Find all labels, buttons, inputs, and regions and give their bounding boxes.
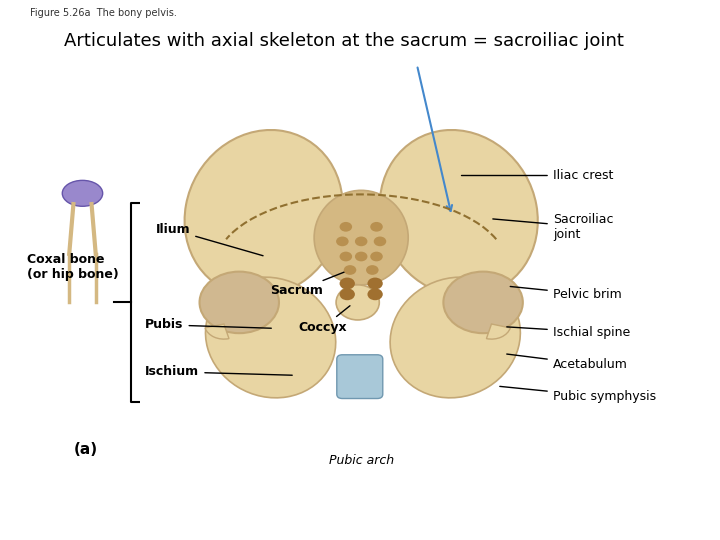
- Text: Ischial spine: Ischial spine: [507, 326, 630, 339]
- Circle shape: [367, 278, 383, 289]
- Text: Articulates with axial skeleton at the sacrum = sacroiliac joint: Articulates with axial skeleton at the s…: [64, 32, 624, 50]
- Ellipse shape: [184, 130, 343, 296]
- Text: Pubic symphysis: Pubic symphysis: [500, 387, 656, 403]
- Circle shape: [355, 252, 367, 261]
- Circle shape: [340, 288, 355, 300]
- Text: Pubic arch: Pubic arch: [328, 454, 394, 467]
- Circle shape: [340, 252, 352, 261]
- Text: (a): (a): [74, 442, 98, 457]
- Ellipse shape: [379, 130, 538, 296]
- Text: Ischium: Ischium: [145, 365, 292, 379]
- Circle shape: [366, 265, 379, 275]
- Text: Ilium: Ilium: [156, 223, 263, 256]
- Circle shape: [199, 272, 279, 333]
- Ellipse shape: [205, 277, 336, 398]
- Circle shape: [370, 222, 383, 232]
- Circle shape: [343, 265, 356, 275]
- Ellipse shape: [62, 180, 103, 206]
- Circle shape: [367, 288, 383, 300]
- Ellipse shape: [314, 190, 408, 285]
- Circle shape: [340, 222, 352, 232]
- Wedge shape: [487, 324, 510, 339]
- Circle shape: [355, 237, 367, 246]
- Circle shape: [336, 237, 348, 246]
- Circle shape: [374, 237, 386, 246]
- Circle shape: [370, 252, 383, 261]
- Ellipse shape: [336, 285, 379, 320]
- Text: Figure 5.26a  The bony pelvis.: Figure 5.26a The bony pelvis.: [30, 8, 177, 18]
- Text: Pubis: Pubis: [145, 318, 271, 332]
- Text: Sacroiliac
joint: Sacroiliac joint: [493, 213, 613, 241]
- Circle shape: [444, 272, 523, 333]
- Text: Pelvic brim: Pelvic brim: [510, 287, 621, 301]
- Ellipse shape: [390, 277, 521, 398]
- Text: Coxal bone
(or hip bone): Coxal bone (or hip bone): [27, 253, 119, 281]
- Text: Iliac crest: Iliac crest: [462, 169, 613, 182]
- FancyBboxPatch shape: [337, 355, 383, 399]
- Circle shape: [340, 278, 355, 289]
- Text: Sacrum: Sacrum: [271, 268, 354, 298]
- Wedge shape: [205, 324, 229, 339]
- Text: Acetabulum: Acetabulum: [507, 354, 628, 371]
- Text: Coccyx: Coccyx: [299, 306, 350, 334]
